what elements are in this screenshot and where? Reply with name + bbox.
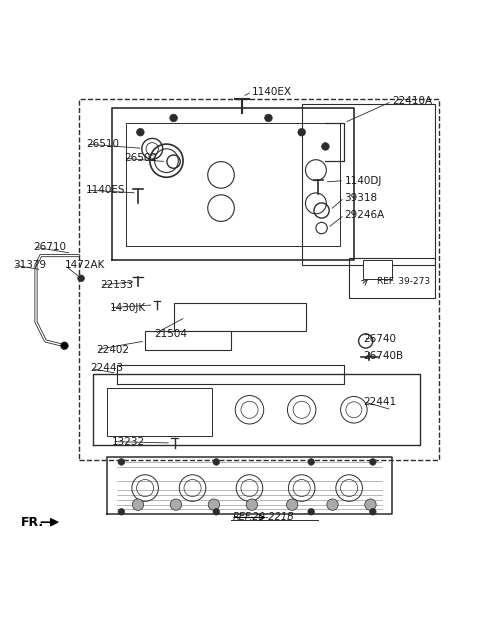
FancyBboxPatch shape [145,331,230,351]
Text: 22133: 22133 [100,280,133,290]
Circle shape [322,142,329,150]
FancyBboxPatch shape [174,303,306,331]
Text: 1472AK: 1472AK [64,260,105,270]
Text: 1430JK: 1430JK [109,302,145,312]
Circle shape [208,499,219,511]
Circle shape [327,499,338,511]
Circle shape [370,459,376,465]
Text: 26510: 26510 [86,139,119,149]
Circle shape [365,499,376,511]
Text: 26710: 26710 [34,242,67,252]
Text: 1140EX: 1140EX [252,87,292,97]
Circle shape [213,459,219,465]
Text: 26740B: 26740B [363,351,404,361]
Circle shape [60,342,68,349]
Text: 22410A: 22410A [392,96,432,106]
Text: 26502: 26502 [124,153,157,163]
Circle shape [213,509,219,515]
Circle shape [308,459,314,465]
Text: 31379: 31379 [13,260,47,270]
FancyBboxPatch shape [107,388,212,436]
Circle shape [308,509,314,515]
Text: 21504: 21504 [155,329,188,339]
Text: 26740: 26740 [363,334,396,344]
Circle shape [132,499,144,511]
Text: 13232: 13232 [112,436,145,446]
Circle shape [287,499,298,511]
Text: 22443: 22443 [91,364,124,374]
Text: 22441: 22441 [363,397,396,407]
Circle shape [137,128,144,136]
Text: 1140DJ: 1140DJ [344,176,382,186]
Text: 29246A: 29246A [344,210,384,220]
Text: FR.: FR. [21,516,44,529]
FancyBboxPatch shape [363,260,392,279]
Circle shape [370,509,376,515]
Circle shape [264,114,272,122]
Circle shape [170,114,178,122]
Circle shape [118,459,125,465]
Circle shape [246,499,258,511]
Circle shape [78,275,84,282]
Circle shape [298,128,305,136]
Text: REF.20-221B: REF.20-221B [233,512,295,522]
Text: 39318: 39318 [344,192,377,202]
Circle shape [170,499,181,511]
Text: 22402: 22402 [96,344,130,354]
Text: REF. 39-273: REF. 39-273 [377,277,430,286]
Text: 1140ES: 1140ES [86,185,125,195]
Circle shape [118,509,125,515]
